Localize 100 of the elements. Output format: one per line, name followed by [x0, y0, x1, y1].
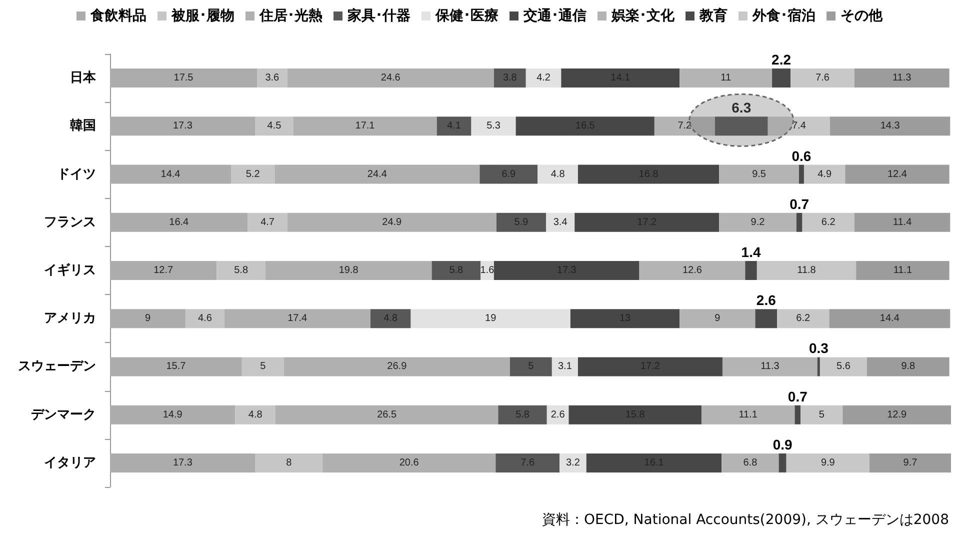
data-label: 9.7 — [903, 457, 918, 468]
data-label: 5 — [260, 361, 266, 372]
bar — [570, 309, 680, 328]
bar — [559, 453, 586, 472]
data-label: 2.6 — [756, 292, 776, 308]
data-label: 15.7 — [166, 361, 186, 372]
data-label: 4.8 — [550, 168, 566, 180]
data-label: 12.9 — [887, 409, 907, 420]
bar — [322, 453, 496, 472]
y-tick-label: スウェーデン — [18, 359, 96, 374]
data-label: 4.6 — [198, 313, 212, 324]
data-label: 9.5 — [752, 168, 766, 180]
data-label: 17.3 — [172, 457, 193, 468]
data-label: 5 — [818, 409, 825, 420]
data-label: 12.4 — [887, 168, 908, 180]
data-label: 5.6 — [836, 361, 851, 372]
data-label: 2.6 — [550, 409, 566, 420]
bar — [578, 357, 722, 376]
legend-label: 食飲料品 — [90, 8, 146, 24]
data-label: 17.1 — [355, 120, 376, 132]
bar — [494, 68, 526, 88]
data-label: 9 — [714, 313, 721, 324]
bar — [293, 116, 437, 136]
bar — [800, 405, 843, 424]
bar — [701, 405, 795, 424]
data-label: 0.7 — [788, 388, 808, 404]
bar — [719, 212, 796, 232]
data-label: 4.2 — [536, 72, 551, 84]
bar — [854, 212, 950, 232]
data-label: 5.8 — [234, 265, 248, 276]
bar — [248, 212, 288, 232]
bar — [856, 261, 950, 280]
bar — [494, 261, 640, 280]
bar — [786, 453, 870, 472]
bar — [255, 116, 294, 136]
data-label: 19.8 — [338, 265, 359, 276]
bar — [242, 357, 284, 376]
bar — [432, 261, 481, 280]
bar — [802, 212, 854, 232]
data-label: 11.8 — [797, 265, 816, 276]
bar — [110, 261, 217, 280]
y-tick-label: イギリス — [44, 263, 96, 278]
data-label: 0.9 — [772, 436, 792, 452]
bar — [714, 116, 768, 136]
bar — [257, 68, 288, 88]
data-label: 6.3 — [732, 100, 752, 116]
bar — [110, 212, 248, 232]
data-label: 12.6 — [682, 265, 702, 276]
bar — [830, 116, 950, 136]
data-label: 24.6 — [380, 72, 401, 84]
bar — [526, 68, 562, 88]
data-label: 11.4 — [892, 216, 912, 228]
bar — [804, 164, 846, 184]
bar — [654, 116, 715, 136]
data-label: 16.4 — [169, 216, 190, 228]
y-tick-label: アメリカ — [44, 311, 96, 326]
bar — [578, 164, 720, 184]
data-label: 26.9 — [387, 361, 408, 372]
bar — [496, 453, 560, 472]
data-label: 7.6 — [816, 72, 830, 84]
bar — [552, 357, 578, 376]
bar — [110, 405, 236, 424]
bar — [568, 405, 702, 424]
bar — [284, 357, 510, 376]
data-label: 24.9 — [382, 216, 402, 228]
data-label: 11 — [720, 72, 732, 84]
data-label: 11.1 — [738, 409, 758, 420]
bar — [538, 164, 578, 184]
bar — [287, 68, 494, 88]
bar — [796, 212, 802, 232]
bar — [866, 357, 950, 376]
bar — [719, 164, 799, 184]
bar — [794, 405, 801, 424]
y-tick-label: ドイツ — [57, 166, 96, 182]
bar — [110, 116, 256, 136]
bar — [745, 261, 757, 280]
data-label: 12.7 — [154, 265, 174, 276]
data-label: 17.4 — [288, 313, 308, 324]
bar — [230, 164, 275, 184]
bar — [546, 212, 575, 232]
bar — [820, 357, 867, 376]
bar — [574, 212, 720, 232]
bar — [498, 405, 547, 424]
data-label: 11.3 — [892, 72, 912, 84]
data-label: 24.4 — [367, 168, 388, 180]
bar — [255, 453, 323, 472]
data-label: 8 — [286, 457, 292, 468]
data-label: 6.2 — [796, 313, 811, 324]
bar — [722, 357, 818, 376]
data-label: 9.8 — [901, 361, 916, 372]
bar — [854, 68, 950, 88]
text: 資料：OECD, National Accounts(2009), スウェーデンは2008 — [542, 512, 950, 528]
data-label: 2.2 — [772, 52, 792, 68]
bar — [778, 453, 786, 472]
bar — [845, 164, 950, 184]
bar — [829, 309, 950, 328]
data-label: 9 — [145, 313, 152, 324]
bar — [516, 116, 654, 136]
legend-label: その他 — [840, 8, 884, 24]
bar — [798, 164, 804, 184]
